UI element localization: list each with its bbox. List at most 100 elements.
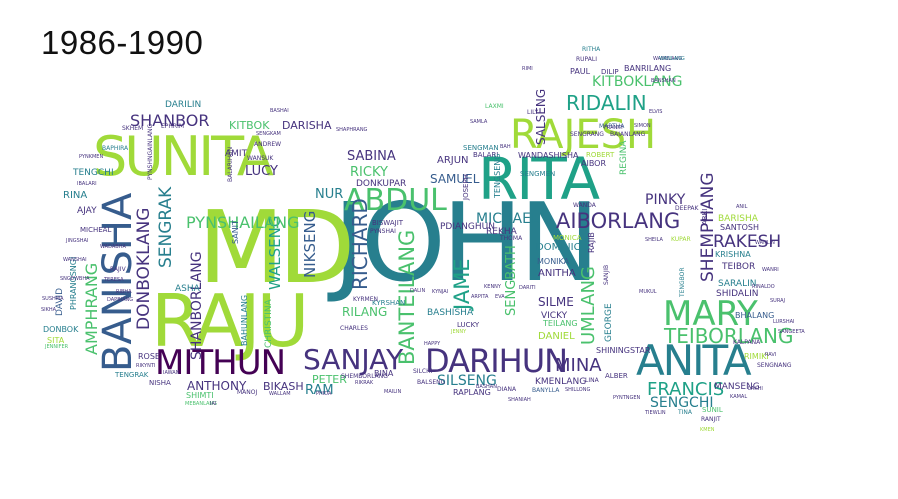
word: NISHA	[149, 379, 171, 387]
word: REKHA	[486, 227, 517, 237]
word: RAVI	[765, 352, 777, 358]
word: SHIDALIN	[716, 289, 759, 299]
word: TENGRAK	[115, 371, 149, 379]
word: SENGKAM	[256, 131, 281, 137]
word: TENGSENG	[493, 153, 502, 198]
word: SANJIB	[603, 264, 610, 285]
word: SANJAY	[303, 343, 404, 376]
word: RIKRAK	[355, 380, 374, 386]
word: RITA	[478, 145, 600, 213]
word: SHANIAH	[508, 397, 531, 403]
word: KRISHNA	[715, 250, 751, 259]
word: TEILANG	[543, 319, 578, 328]
word: SITA	[47, 336, 65, 345]
word: ARPITA	[471, 294, 489, 300]
word: SURAJ	[770, 298, 785, 304]
word: AIBOR	[581, 159, 607, 168]
word: RUPALI	[576, 56, 598, 63]
word: ANIL	[736, 204, 748, 210]
word: SANIT	[231, 220, 240, 244]
word: LINA	[585, 377, 599, 384]
word: MONIKA	[537, 257, 570, 266]
word: BAPHIRA	[102, 145, 129, 152]
word: MARY	[663, 294, 758, 334]
word: REGINA	[619, 140, 629, 175]
word: RICHARD	[348, 198, 372, 290]
word: SUNIL	[702, 406, 723, 414]
word: BASHAI	[270, 108, 289, 114]
word: SUNITA	[93, 125, 274, 188]
word: SAMUEL	[430, 172, 480, 186]
word: MICHAEL	[476, 211, 539, 227]
word: ALBER	[605, 372, 628, 380]
word: RIDALIN	[566, 91, 647, 115]
word: FRANCIS	[647, 379, 725, 400]
word: RANJIT	[701, 416, 721, 423]
word: WANDA	[573, 202, 596, 209]
word: ROSE	[138, 352, 160, 361]
word: DAPBIANG	[107, 297, 134, 303]
word: SARALIN	[718, 279, 757, 289]
word: WALLAM	[269, 391, 291, 397]
word: BALARIHUN	[227, 146, 234, 182]
word: LAXMI	[485, 103, 504, 110]
word: WANRI	[762, 267, 779, 273]
word: WANLANG	[659, 56, 685, 62]
word: EVA	[495, 294, 505, 300]
word: SENGMAN	[463, 144, 499, 152]
word: DANIEL	[538, 331, 575, 342]
word: SENGNANG	[757, 362, 792, 369]
word: KALPANA	[733, 339, 761, 346]
word: UMLANG	[578, 266, 599, 345]
word: GEORGE	[604, 303, 614, 342]
word: MEBANLANG	[185, 401, 217, 407]
word: JOHN	[333, 181, 600, 306]
word: RAKESH	[713, 232, 782, 252]
word: SHIMTI	[186, 391, 214, 400]
word: BANSHAN	[651, 78, 676, 84]
word: KYNJAI	[432, 289, 449, 295]
word: SHININGSTAR	[596, 346, 651, 355]
word: MINA	[555, 355, 602, 376]
word: DARIHUN	[425, 342, 568, 380]
word: LILY	[527, 109, 539, 116]
word: WADABHA	[100, 244, 126, 250]
word: RAM	[305, 383, 334, 398]
word: SALSENG	[534, 88, 548, 145]
word: JAME	[450, 258, 474, 310]
word: SUSHMA	[42, 296, 64, 302]
word: CHARLES	[340, 325, 368, 332]
word: KYRMEN	[353, 296, 379, 303]
word: TEIBOR	[722, 262, 756, 272]
word: DOMINIC	[536, 242, 581, 253]
word: DARITI	[519, 285, 536, 291]
word: NUR	[315, 187, 344, 202]
word: MD	[198, 189, 355, 306]
word: LUCY	[245, 164, 278, 179]
word: BANTEILANG	[395, 229, 419, 365]
word: SENGCHI	[650, 395, 714, 411]
word: IAWAN	[163, 370, 180, 376]
page-title: 1986-1990	[41, 24, 204, 61]
word: VICKY	[541, 311, 568, 321]
word: SANGEETA	[778, 329, 805, 335]
word: PYNKMEN	[79, 154, 104, 160]
word: KAMAL	[730, 394, 748, 400]
word: BAIANLANG	[610, 131, 646, 138]
word: JINGSHAI	[66, 238, 89, 244]
word: SHEILA	[645, 237, 663, 243]
word: DONBOKLANG	[134, 207, 154, 330]
word: DILIP	[601, 68, 619, 76]
word: BALSENG	[417, 379, 446, 386]
word: MAILIN	[384, 389, 402, 395]
word: JENNIFER	[45, 344, 69, 350]
word: MONICA	[553, 234, 582, 242]
word: EPHRIM	[161, 123, 185, 130]
word: RAJESH	[510, 112, 657, 158]
word: SILCHI	[413, 368, 433, 375]
word: PETER	[312, 373, 347, 386]
word: RICKY	[350, 165, 388, 180]
word: ELVIS	[649, 109, 663, 115]
word: PYNSHAI	[370, 228, 396, 235]
word: RAJU	[151, 279, 309, 363]
